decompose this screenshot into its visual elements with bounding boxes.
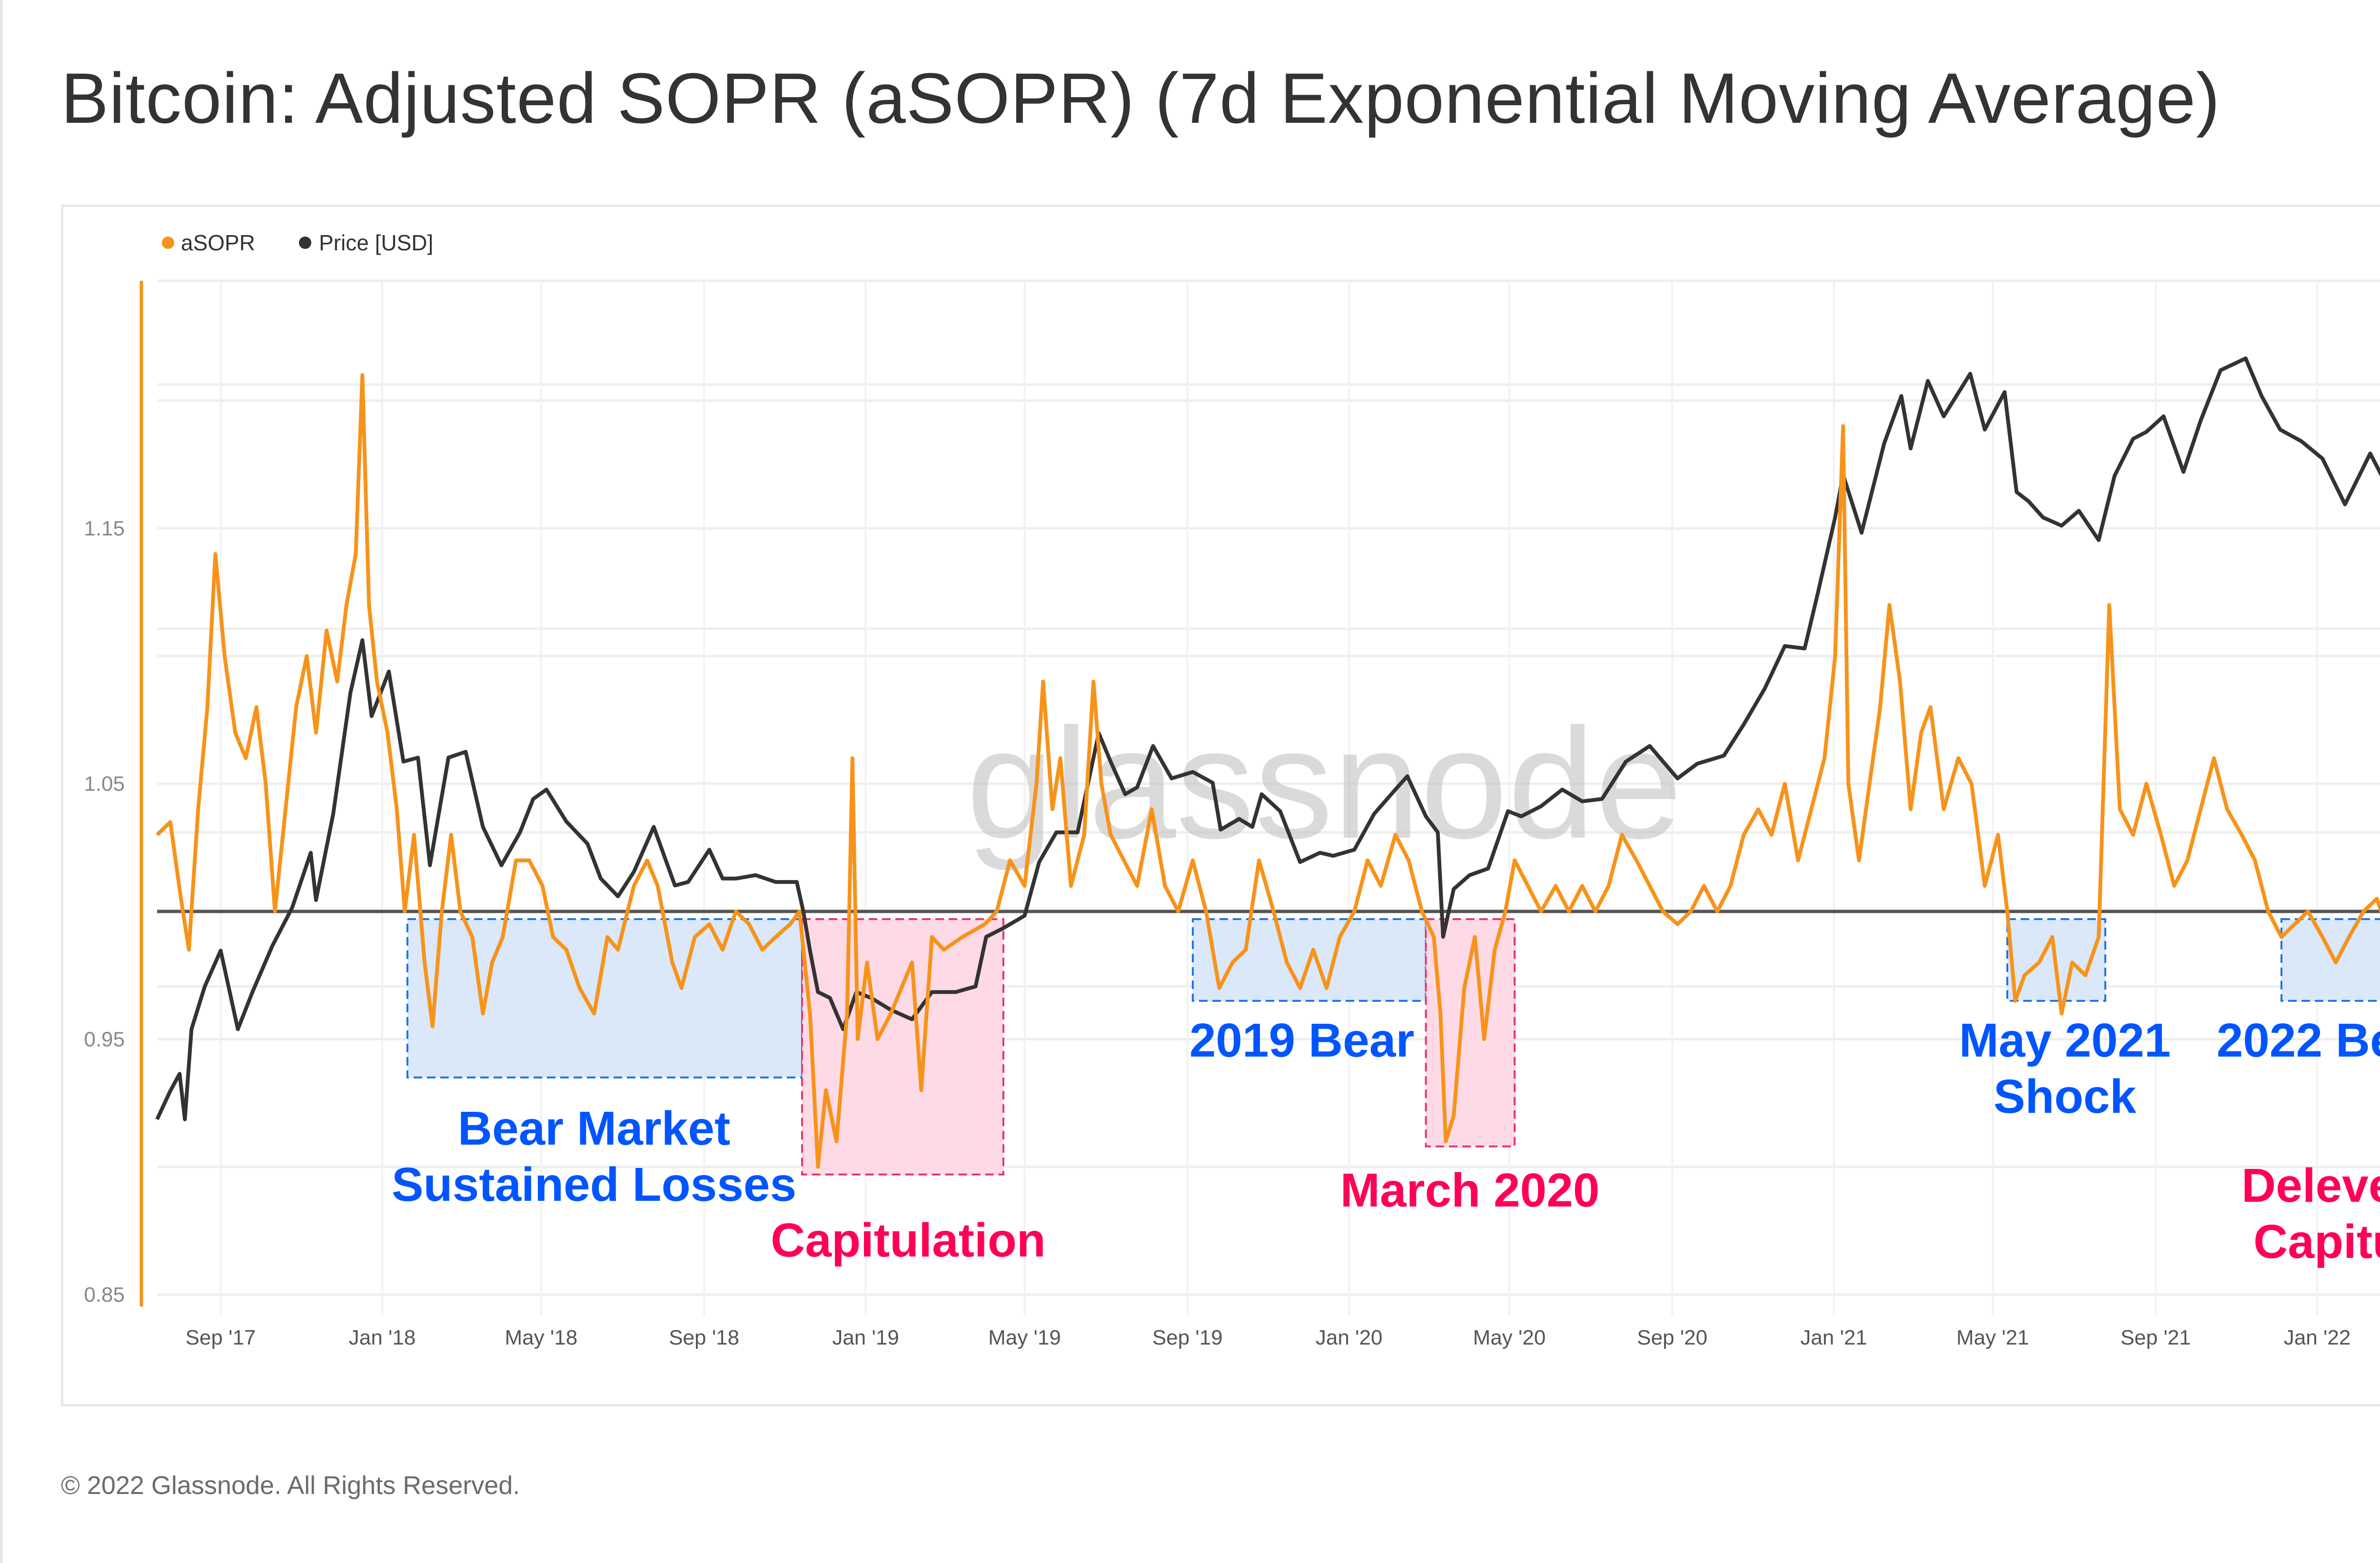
price-line bbox=[155, 356, 2380, 1121]
x-tick-label: Jan '19 bbox=[832, 1326, 899, 1349]
annotation-line: Deleveraging bbox=[2241, 1159, 2380, 1212]
annotation-line: Shock bbox=[1993, 1070, 2136, 1123]
x-tick-label: Sep '17 bbox=[186, 1326, 256, 1349]
x-tick-label: May '21 bbox=[1956, 1326, 2029, 1349]
annotation-line: May 2021 bbox=[1959, 1014, 2171, 1067]
annotation-line: 2019 Bear bbox=[1190, 1014, 1415, 1067]
x-tick-label: Jan '18 bbox=[349, 1326, 416, 1349]
y-left-tick-label: 0.85 bbox=[84, 1283, 125, 1306]
capitulation-annotation-label: DeleveragingCapitulation bbox=[2241, 1159, 2380, 1268]
page-border bbox=[0, 0, 3, 1563]
bear-annotation-label: 2022 Bear bbox=[2217, 1014, 2380, 1067]
chart-frame bbox=[61, 205, 2380, 1406]
capitulation-annotation-label: March 2020 bbox=[1340, 1164, 1600, 1217]
bear-annotation-label: 2019 Bear bbox=[1190, 1014, 1415, 1067]
x-tick-label: May '18 bbox=[505, 1326, 578, 1349]
y-left-tick-label: 1.05 bbox=[84, 772, 125, 796]
capitulation-region bbox=[801, 918, 1004, 1176]
x-tick-label: Sep '19 bbox=[1152, 1326, 1223, 1349]
annotation-line: Sustained Losses bbox=[392, 1158, 796, 1211]
bear-annotation-label: Bear Market Sustained Losses bbox=[392, 1102, 796, 1211]
x-tick-label: Sep '20 bbox=[1637, 1326, 1707, 1349]
legend-marker-price bbox=[299, 237, 311, 249]
legend-label-price[interactable]: Price [USD] bbox=[319, 230, 433, 255]
y-left-tick-label: 0.95 bbox=[84, 1028, 125, 1051]
x-tick-label: Jan '21 bbox=[1800, 1326, 1867, 1349]
x-tick-label: Sep '21 bbox=[2121, 1326, 2191, 1349]
grid-lines bbox=[157, 279, 2380, 1316]
series-lines bbox=[155, 356, 2380, 1169]
watermark: glassnode bbox=[966, 695, 1683, 872]
legend-label-asopr[interactable]: aSOPR bbox=[181, 230, 255, 255]
x-axis-ticks: Sep '17 Jan '18 May '18 Sep '18 Jan '19 May '… bbox=[186, 1326, 2351, 1349]
legend-marker-asopr bbox=[162, 237, 174, 249]
x-tick-label: May '19 bbox=[988, 1326, 1061, 1349]
x-tick-label: Jan '20 bbox=[1316, 1326, 1383, 1349]
x-tick-label: May '20 bbox=[1473, 1326, 1546, 1349]
x-tick-label: Sep '18 bbox=[669, 1326, 739, 1349]
bear-region bbox=[2280, 918, 2380, 1002]
annotation-line: Capitulation bbox=[771, 1214, 1046, 1267]
asopr-line bbox=[156, 373, 2380, 1169]
bear-annotation-label: May 2021 Shock bbox=[1959, 1014, 2171, 1123]
annotation-labels: Bear Market Sustained LossesCapitulation2… bbox=[392, 1014, 2380, 1268]
annotation-line: 2022 Bear bbox=[2217, 1014, 2380, 1067]
annotation-line: Capitulation bbox=[2253, 1215, 2380, 1268]
capitulation-annotation-label: Capitulation bbox=[771, 1214, 1046, 1267]
y-left-tick-label: 1.15 bbox=[84, 517, 125, 540]
footer-copyright: © 2022 Glassnode. All Rights Reserved. bbox=[61, 1471, 520, 1500]
annotation-line: Bear Market bbox=[458, 1102, 731, 1155]
axes bbox=[139, 281, 143, 1306]
legend: aSOPR Price [USD] bbox=[162, 230, 433, 255]
x-tick-label: Jan '22 bbox=[2284, 1326, 2351, 1349]
page-title: Bitcoin: Adjusted SOPR (aSOPR) (7d Expon… bbox=[61, 58, 2221, 138]
y-axis-left-ticks: 0.85 0.95 1.05 1.15 bbox=[84, 517, 125, 1306]
annotation-line: March 2020 bbox=[1340, 1164, 1600, 1217]
